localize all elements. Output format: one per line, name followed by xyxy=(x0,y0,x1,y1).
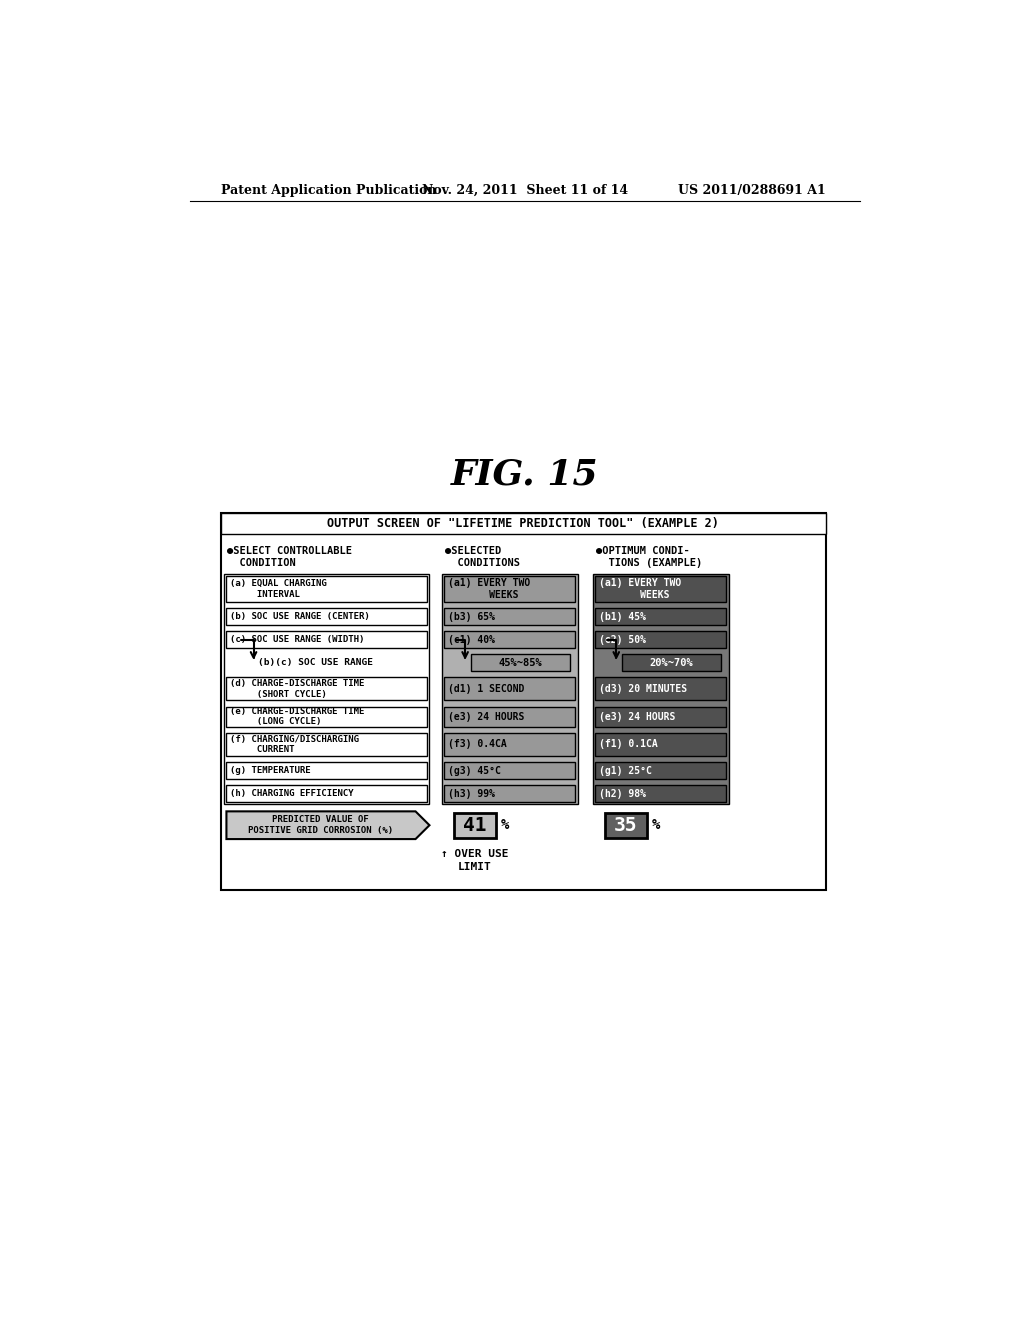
Bar xyxy=(471,655,569,671)
Text: FIG. 15: FIG. 15 xyxy=(451,457,599,491)
Text: (d1) 1 SECOND: (d1) 1 SECOND xyxy=(449,684,524,694)
Polygon shape xyxy=(226,812,429,840)
Bar xyxy=(221,512,825,535)
Bar xyxy=(444,677,575,701)
Bar xyxy=(226,609,427,626)
Text: ●OPTIMUM CONDI-
  TIONS (EXAMPLE): ●OPTIMUM CONDI- TIONS (EXAMPLE) xyxy=(596,545,702,568)
Bar xyxy=(226,576,427,602)
Text: (a1) EVERY TWO
       WEEKS: (a1) EVERY TWO WEEKS xyxy=(449,578,530,599)
Text: ↑ OVER USE
LIMIT: ↑ OVER USE LIMIT xyxy=(441,850,509,871)
Text: (g1) 25°C: (g1) 25°C xyxy=(599,766,652,776)
Bar xyxy=(226,706,427,726)
Bar xyxy=(226,631,427,648)
Text: (g3) 45°C: (g3) 45°C xyxy=(449,766,501,776)
Bar xyxy=(623,655,721,671)
Text: (c1) 40%: (c1) 40% xyxy=(449,635,495,644)
Text: PREDICTED VALUE OF
POSITIVE GRID CORROSION (%): PREDICTED VALUE OF POSITIVE GRID CORROSI… xyxy=(248,816,393,836)
Bar xyxy=(595,762,726,779)
Text: (g) TEMPERATURE: (g) TEMPERATURE xyxy=(230,766,311,775)
Text: OUTPUT SCREEN OF "LIFETIME PREDICTION TOOL" (EXAMPLE 2): OUTPUT SCREEN OF "LIFETIME PREDICTION TO… xyxy=(328,517,719,529)
Text: (b)(c) SOC USE RANGE: (b)(c) SOC USE RANGE xyxy=(258,659,373,667)
Text: (h) CHARGING EFFICIENCY: (h) CHARGING EFFICIENCY xyxy=(230,789,354,799)
Text: (f1) 0.1CA: (f1) 0.1CA xyxy=(599,739,658,750)
Bar xyxy=(444,609,575,626)
Text: (d) CHARGE-DISCHARGE TIME
     (SHORT CYCLE): (d) CHARGE-DISCHARGE TIME (SHORT CYCLE) xyxy=(230,680,365,698)
Text: (c2) 50%: (c2) 50% xyxy=(599,635,646,644)
Bar xyxy=(444,631,575,648)
Bar xyxy=(444,576,575,602)
Text: (c) SOC USE RANGE (WIDTH): (c) SOC USE RANGE (WIDTH) xyxy=(230,635,365,644)
Text: Patent Application Publication: Patent Application Publication xyxy=(221,185,436,197)
Bar xyxy=(604,813,647,838)
Bar xyxy=(444,762,575,779)
Text: (e3) 24 HOURS: (e3) 24 HOURS xyxy=(599,711,676,722)
Text: %: % xyxy=(501,818,509,832)
Text: %: % xyxy=(652,818,660,832)
Text: 45%~85%: 45%~85% xyxy=(499,657,543,668)
Text: (b1) 45%: (b1) 45% xyxy=(599,611,646,622)
Text: 41: 41 xyxy=(463,816,486,834)
Text: 20%~70%: 20%~70% xyxy=(650,657,693,668)
Bar xyxy=(593,574,729,804)
Bar xyxy=(595,677,726,701)
Text: (a1) EVERY TWO
       WEEKS: (a1) EVERY TWO WEEKS xyxy=(599,578,681,599)
Bar xyxy=(444,733,575,756)
Text: (e) CHARGE-DISCHARGE TIME
     (LONG CYCLE): (e) CHARGE-DISCHARGE TIME (LONG CYCLE) xyxy=(230,708,365,726)
Text: (e3) 24 HOURS: (e3) 24 HOURS xyxy=(449,711,524,722)
Text: (a) EQUAL CHARGING
     INTERVAL: (a) EQUAL CHARGING INTERVAL xyxy=(230,579,327,598)
Text: Nov. 24, 2011  Sheet 11 of 14: Nov. 24, 2011 Sheet 11 of 14 xyxy=(422,185,628,197)
Text: US 2011/0288691 A1: US 2011/0288691 A1 xyxy=(678,185,825,197)
Bar xyxy=(226,762,427,779)
Bar xyxy=(221,512,825,890)
Text: (b) SOC USE RANGE (CENTER): (b) SOC USE RANGE (CENTER) xyxy=(230,612,370,620)
Text: ●SELECT CONTROLLABLE
  CONDITION: ●SELECT CONTROLLABLE CONDITION xyxy=(227,545,352,568)
Text: 35: 35 xyxy=(614,816,638,834)
Bar xyxy=(226,785,427,803)
Text: (h2) 98%: (h2) 98% xyxy=(599,788,646,799)
Text: (f3) 0.4CA: (f3) 0.4CA xyxy=(449,739,507,750)
Text: ●SELECTED
  CONDITIONS: ●SELECTED CONDITIONS xyxy=(445,545,520,568)
Bar xyxy=(226,733,427,756)
Bar xyxy=(595,631,726,648)
Bar xyxy=(444,785,575,803)
Bar xyxy=(595,785,726,803)
Bar xyxy=(226,677,427,701)
Bar xyxy=(444,706,575,726)
Bar xyxy=(442,574,578,804)
Bar xyxy=(595,733,726,756)
Bar xyxy=(595,609,726,626)
Bar xyxy=(595,576,726,602)
Bar xyxy=(454,813,496,838)
Bar xyxy=(595,706,726,726)
Text: (f) CHARGING/DISCHARGING
     CURRENT: (f) CHARGING/DISCHARGING CURRENT xyxy=(230,735,359,754)
Text: (d3) 20 MINUTES: (d3) 20 MINUTES xyxy=(599,684,687,694)
Bar xyxy=(224,574,429,804)
Text: (b3) 65%: (b3) 65% xyxy=(449,611,495,622)
Text: (h3) 99%: (h3) 99% xyxy=(449,788,495,799)
